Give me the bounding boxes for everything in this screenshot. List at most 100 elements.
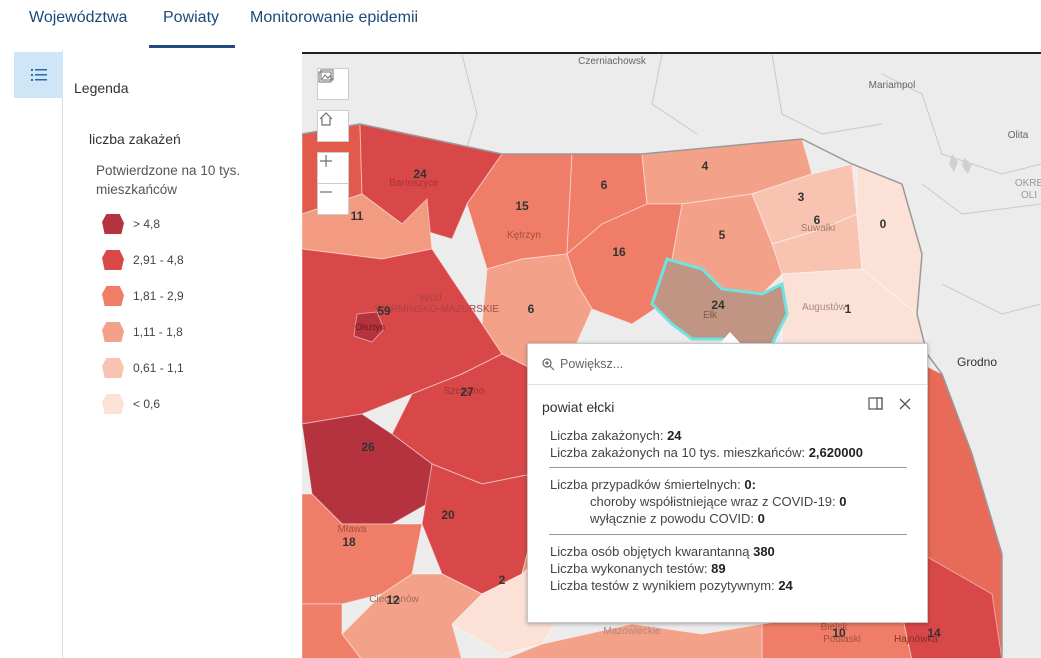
place-mlawa: Mława [338,524,367,535]
popup-title: powiat ełcki [542,399,615,415]
close-icon [899,398,911,410]
count-label: 5 [719,228,726,242]
place-okreg-2: OLI [1021,190,1037,201]
place-bartoszyce: Bartoszyce [389,178,439,189]
count-label: 24 [413,167,427,181]
quarantine-row: Liczba osób objętych kwarantanną 380 [550,544,775,559]
tests-row: Liczba wykonanych testów: 89 [550,561,726,576]
legend-class-label: > 4,8 [133,217,161,231]
place-augustow: Augustów [802,302,847,313]
place-okreg: OKRĘ [1015,178,1041,189]
count-label: 6 [601,178,608,192]
place-grodno: Grodno [957,355,997,369]
count-label: 4 [702,159,709,173]
count-label: 3 [798,190,805,204]
covid-only-label: wyłącznie z powodu COVID: [590,511,755,526]
dock-icon [868,397,883,410]
basemap-gallery-button[interactable] [317,68,349,100]
legend-swatch [102,250,124,270]
tests-label: Liczba wykonanych testów: [550,561,708,576]
zoom-to-label[interactable]: Powiększ... [560,357,624,371]
image-icon [318,69,334,83]
place-ketrzyn: Kętrzyn [507,230,541,241]
covid-only-row: wyłącznie z powodu COVID: 0 [590,511,765,526]
place-olita: Olita [1008,130,1029,141]
count-label: 24 [711,298,725,312]
minus-icon [320,191,332,193]
legend-class-item: 1,81 - 2,9 [102,285,184,307]
quarantine-label: Liczba osób objętych kwarantanną [550,544,750,559]
legend-rail [0,50,63,658]
zoom-out-button[interactable] [317,183,349,215]
deaths-row: Liczba przypadków śmiertelnych: 0: [550,477,756,492]
place-elk: Ełk [703,310,718,321]
rate-row: Liczba zakażonych na 10 tys. mieszkańców… [550,445,863,460]
zoom-in-button[interactable] [317,152,349,184]
place-szczytno: Szczytno [444,386,485,397]
place-czerniachowsk: Czerniachowsk [578,56,647,67]
home-icon [319,112,333,126]
tests-value: 89 [711,561,726,576]
positive-tests-row: Liczba testów z wynikiem pozytywnym: 24 [550,578,793,593]
zoom-to-row[interactable]: Powiększ... [528,344,927,385]
popup-pointer [719,332,741,344]
place-bielsk: Bielsk [821,622,849,633]
count-label: 26 [361,440,375,454]
legend-class-item: 2,91 - 4,8 [102,249,184,271]
legend-class-label: 0,61 - 1,1 [133,361,184,375]
count-label: 2 [499,573,506,587]
legend-class-label: 1,11 - 1,8 [133,325,183,339]
place-olsztyn: Olsztyn [355,322,385,332]
place-woj: WOJ. [420,293,445,304]
covid-only-value: 0 [757,511,765,526]
legend-class-item: > 4,8 [102,213,160,235]
comorbidities-value: 0 [839,494,847,509]
count-label: 16 [612,245,626,259]
count-label: 20 [441,508,455,522]
feature-popup: Powiększ... powiat ełcki Liczba zakażony… [527,343,928,623]
place-woj-2: WARMIŃSKO-MAZURSKIE [375,302,499,315]
legend-swatch [102,358,124,378]
count-label: 0 [880,217,887,231]
deaths-value: 0: [744,477,756,492]
comorbidities-row: choroby współistniejące wraz z COVID-19:… [590,494,847,509]
cases-row: Liczba zakażonych: 24 [550,428,682,443]
legend-title: Legenda [74,80,129,96]
legend-swatch [102,322,124,342]
deaths-label: Liczba przypadków śmiertelnych: [550,477,741,492]
legend-toggle-button[interactable] [14,52,63,98]
plus-icon [320,155,332,167]
rate-label: Liczba zakażonych na 10 tys. mieszkańców… [550,445,806,460]
separator [549,467,907,468]
place-mazowieckie: Mazowieckie [603,626,661,637]
tab-wojewodztwa[interactable]: Województwa [29,9,128,26]
legend-class-item: 1,11 - 1,8 [102,321,183,343]
place-hajnowka: Hajnówka [894,634,938,645]
close-button[interactable] [898,397,914,413]
top-tab-bar: Województwa Powiaty Monitorowanie epidem… [0,0,1041,50]
legend-swatch [102,394,124,414]
tab-powiaty[interactable]: Powiaty [149,0,235,48]
cases-value: 24 [667,428,682,443]
legend-swatch [102,286,124,306]
count-label: 6 [814,213,821,227]
count-label: 6 [528,302,535,316]
legend-class-item: 0,61 - 1,1 [102,357,184,379]
legend-layer-name: liczba zakażeń [89,131,181,147]
quarantine-value: 380 [753,544,775,559]
list-icon [30,69,47,81]
home-button[interactable] [317,110,349,142]
place-mariampol: Mariampol [869,80,916,91]
place-ciechanow: Ciechanów [369,594,419,605]
comorbidities-label: choroby współistniejące wraz z COVID-19: [590,494,836,509]
count-label: 59 [377,304,391,318]
legend-class-item: < 0,6 [102,393,160,415]
count-label: 10 [832,626,846,640]
legend-class-label: 1,81 - 2,9 [133,289,184,303]
legend-class-label: < 0,6 [133,397,161,411]
place-suwalki: Suwałki [801,223,835,234]
rate-value: 2,620000 [808,445,863,460]
separator [549,534,907,535]
dock-button[interactable] [868,397,884,413]
tab-monitorowanie-epidemii[interactable]: Monitorowanie epidemii [250,9,419,26]
